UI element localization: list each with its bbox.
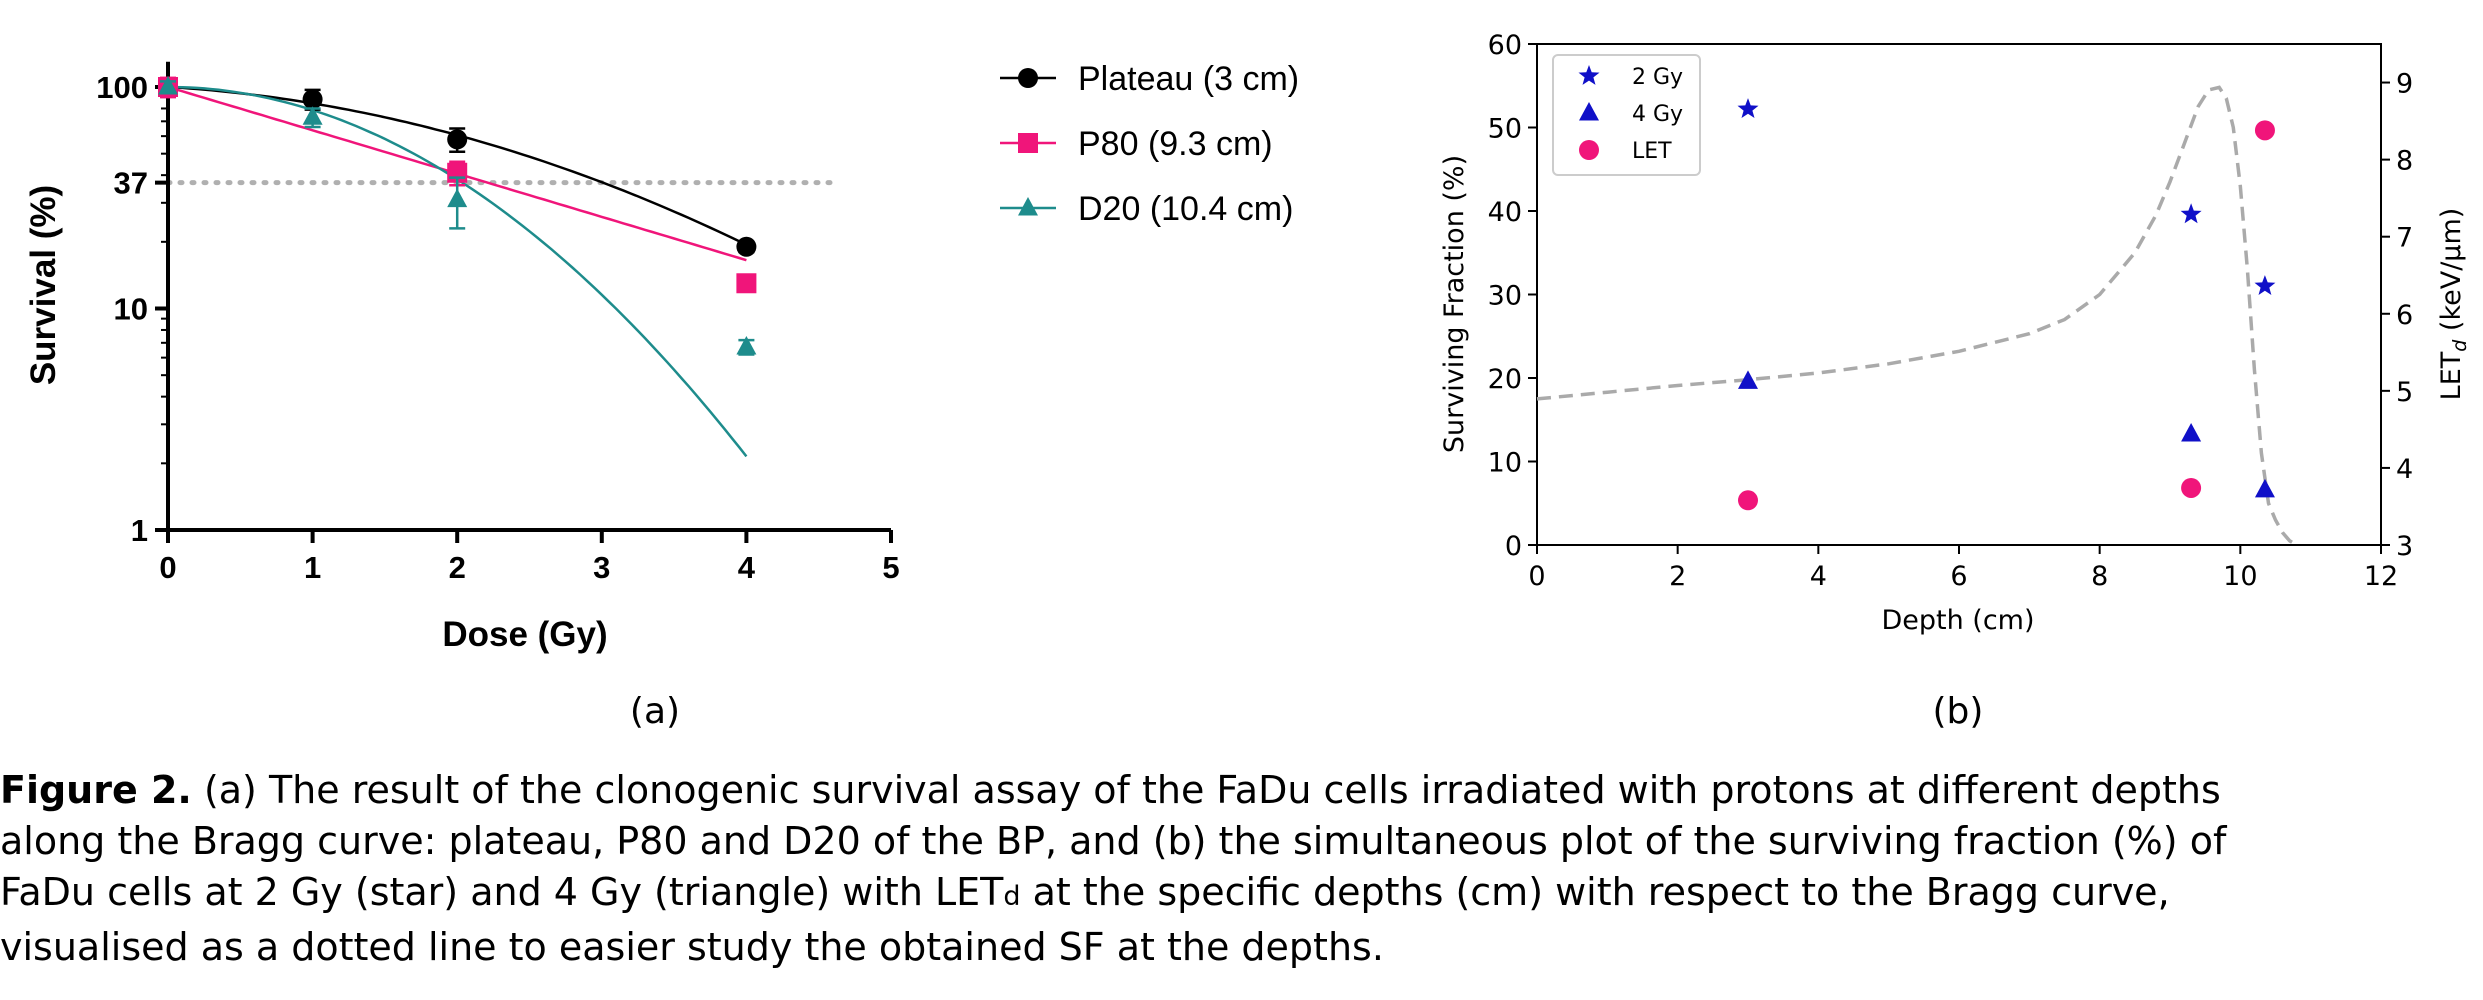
b-y-tick-label: 60 xyxy=(1488,30,1522,61)
b-y-tick-label: 30 xyxy=(1488,281,1522,312)
b-point xyxy=(1738,490,1758,511)
b-y2-tick-label: 6 xyxy=(2396,300,2413,331)
a-legend-label: Plateau (3 cm) xyxy=(1078,60,1299,98)
b-x-tick-label: 6 xyxy=(1950,561,1967,592)
b-data-points xyxy=(1737,98,2276,511)
b-legend-label: LET xyxy=(1632,139,1672,164)
b-ylabel: Surviving Fraction (%) xyxy=(1439,155,1470,453)
a-legend-label: D20 (10.4 cm) xyxy=(1078,190,1293,228)
a-point xyxy=(158,76,178,95)
b-legend-marker xyxy=(1579,140,1599,160)
b-y-tick-label: 40 xyxy=(1488,197,1522,228)
a-x-tick-label: 4 xyxy=(738,550,756,585)
a-point xyxy=(736,273,757,294)
caption-line-3b: at the specific depths (cm) with respect… xyxy=(1020,870,2170,914)
figure-caption: Figure 2. (a) The result of the clonogen… xyxy=(0,765,2483,973)
caption-figure-label: Figure 2. xyxy=(0,768,192,812)
a-point xyxy=(447,129,468,150)
b-y2-tick-label: 8 xyxy=(2396,146,2413,177)
a-x-tick-label: 1 xyxy=(304,550,321,585)
b-x-tick-label: 2 xyxy=(1669,561,1686,592)
b-x-tick-label: 8 xyxy=(2091,561,2108,592)
a-x-tick-label: 3 xyxy=(593,550,610,585)
a-xlabel: Dose (Gy) xyxy=(442,615,607,654)
b-point xyxy=(2181,477,2202,498)
b-y2label-unit: (keV/μm) xyxy=(2436,208,2467,340)
a-y-tick-label: 37 xyxy=(114,166,148,201)
b-y-tick-label: 50 xyxy=(1488,114,1522,145)
caption-line-4: visualised as a dotted line to easier st… xyxy=(0,925,1384,969)
a-y-tick-label: 100 xyxy=(96,70,148,105)
b-legend: 2 Gy 4 Gy LET xyxy=(1552,54,1701,176)
b-y2-tick-label: 3 xyxy=(2396,531,2413,562)
b-point xyxy=(2180,203,2202,224)
b-y-tick-label: 10 xyxy=(1488,448,1522,479)
b-y2label-sub: d xyxy=(2449,339,2471,352)
a-point xyxy=(302,106,323,125)
a-point xyxy=(302,89,323,110)
b-y2-tick-label: 5 xyxy=(2396,377,2413,408)
b-point xyxy=(2254,120,2275,141)
b-x-tick-label: 10 xyxy=(2223,561,2257,592)
b-y-tick-label: 20 xyxy=(1488,364,1522,395)
a-point xyxy=(736,336,757,355)
a-legend-marker xyxy=(1018,68,1038,88)
b-legend-label: 2 Gy xyxy=(1632,65,1683,90)
b-y2label-main: LET xyxy=(2436,351,2467,400)
caption-line-3-sub: d xyxy=(1003,881,1021,912)
a-y-tick-label: 10 xyxy=(114,292,148,327)
b-point xyxy=(2254,275,2276,295)
b-legend-marker xyxy=(1579,102,1599,121)
b-bragg-curve-line xyxy=(1536,85,2298,547)
a-x-tick-label: 5 xyxy=(882,550,899,585)
b-panel-label: (b) xyxy=(1933,691,1984,732)
b-xlabel: Depth (cm) xyxy=(1881,605,2034,636)
a-legend-marker xyxy=(1018,197,1038,216)
b-y2-tick-label: 7 xyxy=(2396,223,2413,254)
a-legend-marker xyxy=(1018,133,1038,153)
b-y2-tick-label: 4 xyxy=(2396,454,2413,485)
panel-b-depth-chart: 0 2 4 6 8 10 12 0 10 20 30 40 50 60 3 4 5 6 7 8 9 Depth (cm)… xyxy=(1439,30,2471,732)
a-point xyxy=(447,188,468,208)
b-ticks: 0 2 4 6 8 10 12 0 10 20 30 40 50 60 3 4 5 6 7 8 9 xyxy=(1488,30,2414,592)
b-x-tick-label: 4 xyxy=(1810,561,1827,592)
b-y-tick-label: 0 xyxy=(1505,531,1522,562)
a-axes xyxy=(166,61,891,532)
b-legend-marker xyxy=(1578,65,1600,85)
a-y-tick-label: 1 xyxy=(131,513,148,548)
a-x-tick-label: 0 xyxy=(159,550,176,585)
caption-line-1-text: (a) The result of the clonogenic surviva… xyxy=(191,768,2221,812)
caption-line-2: along the Bragg curve: plateau, P80 and … xyxy=(0,819,2227,863)
b-y2label: LETd (keV/μm) xyxy=(2436,208,2471,401)
a-legend: Plateau (3 cm) P80 (9.3 cm) D20 (10.4 cm) xyxy=(1000,60,1299,228)
b-x-tick-label: 0 xyxy=(1528,561,1545,592)
a-data-points xyxy=(158,76,757,356)
a-point xyxy=(736,236,757,257)
b-point xyxy=(2254,478,2275,498)
a-ylabel: Survival (%) xyxy=(24,185,63,385)
a-x-tick-label: 2 xyxy=(449,550,466,585)
b-y2-tick-label: 9 xyxy=(2396,69,2413,100)
b-x-tick-label: 12 xyxy=(2364,561,2398,592)
b-point xyxy=(1738,370,1758,389)
a-panel-label: (a) xyxy=(630,691,680,732)
caption-line-1: Figure 2. (a) The result of the clonogen… xyxy=(0,765,2483,816)
a-legend-label: P80 (9.3 cm) xyxy=(1078,125,1273,163)
caption-line-3a: FaDu cells at 2 Gy (star) and 4 Gy (tria… xyxy=(0,870,1004,914)
b-point xyxy=(2181,422,2202,442)
caption-line-3: FaDu cells at 2 Gy (star) and 4 Gy (tria… xyxy=(0,867,2483,922)
b-legend-label: 4 Gy xyxy=(1632,102,1683,127)
b-bragg-curve xyxy=(1536,85,2298,547)
b-point xyxy=(1737,98,1759,118)
